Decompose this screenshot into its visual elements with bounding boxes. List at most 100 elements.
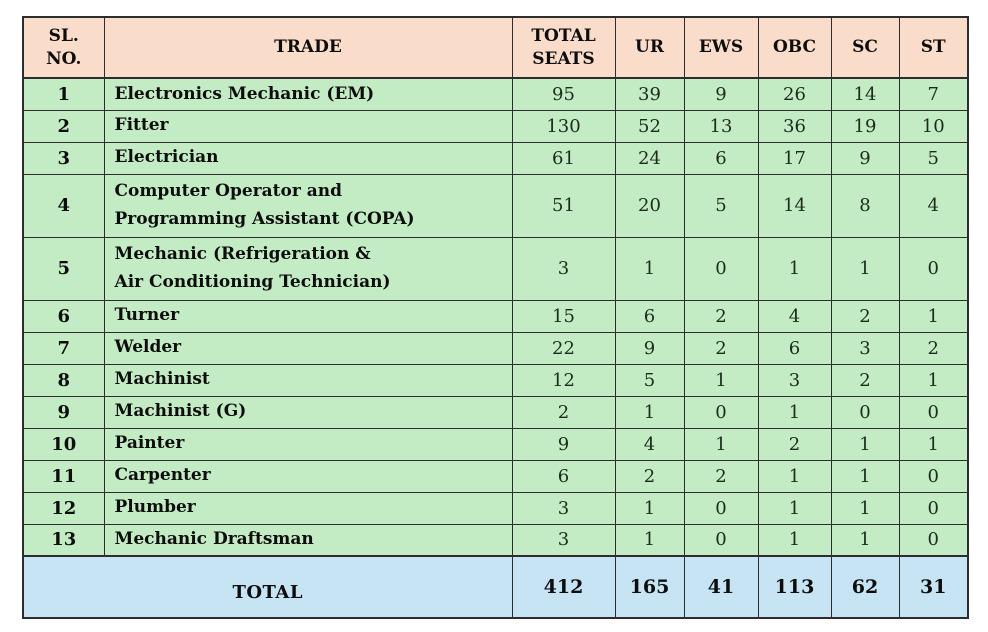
cell-ur: 52 (614, 109, 685, 143)
cell-trade: Machinist (103, 363, 513, 397)
total-ews: 41 (683, 555, 759, 619)
cell-trade: Painter (103, 427, 513, 461)
cell-total-seats: 3 (511, 491, 616, 525)
cell-trade: Plumber (103, 491, 513, 525)
cell-st: 0 (898, 491, 969, 525)
header-st: ST (898, 16, 969, 79)
cell-obc: 14 (757, 173, 832, 238)
cell-ur: 6 (614, 299, 685, 333)
cell-sc: 1 (830, 523, 900, 557)
cell-st: 1 (898, 363, 969, 397)
cell-sl-no: 13 (22, 523, 105, 557)
cell-obc: 1 (757, 395, 832, 429)
cell-total-seats: 12 (511, 363, 616, 397)
cell-obc: 3 (757, 363, 832, 397)
cell-st: 10 (898, 109, 969, 143)
cell-sl-no: 2 (22, 109, 105, 143)
cell-ur: 2 (614, 459, 685, 493)
cell-st: 1 (898, 299, 969, 333)
header-trade: TRADE (103, 16, 513, 79)
cell-trade: Computer Operator and Programming Assist… (103, 173, 513, 238)
cell-ews: 2 (683, 459, 759, 493)
table-row: 13 Mechanic Draftsman 3 1 0 1 1 0 (22, 523, 969, 557)
cell-ur: 1 (614, 395, 685, 429)
cell-ews: 9 (683, 77, 759, 111)
cell-total-seats: 22 (511, 331, 616, 365)
cell-total-seats: 6 (511, 459, 616, 493)
cell-sl-no: 11 (22, 459, 105, 493)
cell-ews: 1 (683, 363, 759, 397)
cell-trade: Electrician (103, 141, 513, 175)
cell-ews: 13 (683, 109, 759, 143)
cell-st: 7 (898, 77, 969, 111)
cell-ur: 20 (614, 173, 685, 238)
cell-total-seats: 3 (511, 523, 616, 557)
cell-trade: Fitter (103, 109, 513, 143)
cell-ur: 24 (614, 141, 685, 175)
header-ur: UR (614, 16, 685, 79)
header-obc: OBC (757, 16, 832, 79)
cell-obc: 6 (757, 331, 832, 365)
cell-sl-no: 4 (22, 173, 105, 238)
table-row: 4 Computer Operator and Programming Assi… (22, 173, 969, 238)
cell-total-seats: 130 (511, 109, 616, 143)
total-sc: 62 (830, 555, 900, 619)
table-row: 7 Welder 22 9 2 6 3 2 (22, 331, 969, 365)
cell-sl-no: 10 (22, 427, 105, 461)
cell-trade: Mechanic (Refrigeration & Air Conditioni… (103, 236, 513, 301)
cell-st: 0 (898, 459, 969, 493)
table-row: 6 Turner 15 6 2 4 2 1 (22, 299, 969, 333)
cell-obc: 1 (757, 491, 832, 525)
cell-st: 0 (898, 236, 969, 301)
cell-sc: 1 (830, 491, 900, 525)
table-row: 5 Mechanic (Refrigeration & Air Conditio… (22, 236, 969, 301)
table-row: 11 Carpenter 6 2 2 1 1 0 (22, 459, 969, 493)
cell-sc: 2 (830, 363, 900, 397)
total-row: TOTAL 412 165 41 113 62 31 (22, 555, 969, 619)
cell-trade: Mechanic Draftsman (103, 523, 513, 557)
table-row: 12 Plumber 3 1 0 1 1 0 (22, 491, 969, 525)
cell-sl-no: 8 (22, 363, 105, 397)
table-row: 1 Electronics Mechanic (EM) 95 39 9 26 1… (22, 77, 969, 111)
cell-trade: Carpenter (103, 459, 513, 493)
cell-ews: 2 (683, 331, 759, 365)
total-total-seats: 412 (511, 555, 616, 619)
table-row: 10 Painter 9 4 1 2 1 1 (22, 427, 969, 461)
cell-obc: 26 (757, 77, 832, 111)
cell-ur: 4 (614, 427, 685, 461)
table-row: 8 Machinist 12 5 1 3 2 1 (22, 363, 969, 397)
total-obc: 113 (757, 555, 832, 619)
cell-ur: 9 (614, 331, 685, 365)
cell-sl-no: 3 (22, 141, 105, 175)
cell-sc: 0 (830, 395, 900, 429)
cell-trade: Machinist (G) (103, 395, 513, 429)
cell-ur: 1 (614, 523, 685, 557)
header-ews: EWS (683, 16, 759, 79)
cell-sc: 1 (830, 427, 900, 461)
cell-obc: 2 (757, 427, 832, 461)
cell-trade: Turner (103, 299, 513, 333)
header-sc: SC (830, 16, 900, 79)
cell-st: 0 (898, 395, 969, 429)
cell-ews: 0 (683, 395, 759, 429)
cell-ews: 0 (683, 491, 759, 525)
table-row: 3 Electrician 61 24 6 17 9 5 (22, 141, 969, 175)
cell-sc: 9 (830, 141, 900, 175)
cell-sc: 8 (830, 173, 900, 238)
cell-total-seats: 9 (511, 427, 616, 461)
cell-ews: 1 (683, 427, 759, 461)
cell-ews: 2 (683, 299, 759, 333)
cell-ews: 0 (683, 236, 759, 301)
cell-obc: 36 (757, 109, 832, 143)
cell-obc: 17 (757, 141, 832, 175)
cell-total-seats: 51 (511, 173, 616, 238)
cell-sc: 1 (830, 236, 900, 301)
cell-st: 1 (898, 427, 969, 461)
header-row: SL. NO. TRADE TOTAL SEATS UR EWS OBC SC … (22, 16, 969, 79)
header-sl-no: SL. NO. (22, 16, 105, 79)
cell-obc: 4 (757, 299, 832, 333)
total-label: TOTAL (22, 555, 513, 619)
header-total-seats: TOTAL SEATS (511, 16, 616, 79)
cell-obc: 1 (757, 236, 832, 301)
cell-sl-no: 1 (22, 77, 105, 111)
